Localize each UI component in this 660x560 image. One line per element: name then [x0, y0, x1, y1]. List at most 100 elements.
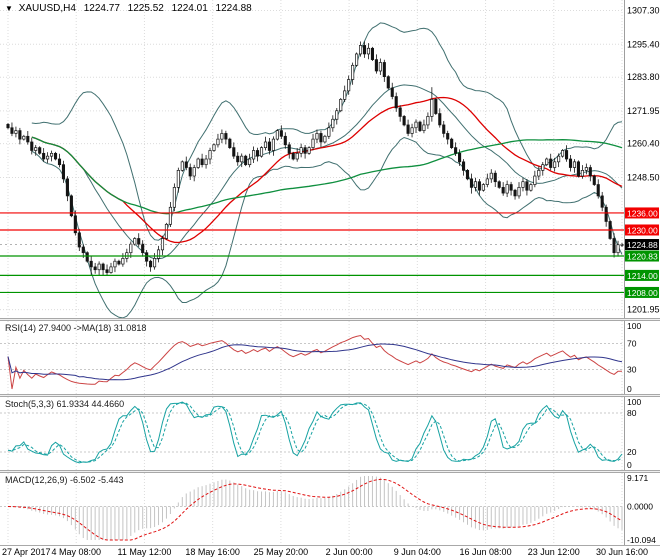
- candle: [374, 59, 378, 72]
- symbol-marker-icon[interactable]: ▼: [5, 4, 13, 13]
- macd-canvas[interactable]: 9.171 0.0000 -10.094: [0, 473, 660, 545]
- candle: [525, 181, 529, 191]
- candle: [454, 147, 458, 154]
- candle: [335, 110, 339, 120]
- candle: [113, 260, 117, 268]
- time-axis: 27 Apr 2017 4 May 08:00 11 May 12:00 18 May…: [0, 545, 660, 560]
- date-label: 9 Jun 04:00: [393, 547, 441, 557]
- candle: [366, 47, 371, 55]
- candle: [188, 167, 192, 177]
- candle: [564, 150, 569, 160]
- candle: [489, 172, 493, 180]
- macd-signal-line: [7, 478, 623, 541]
- candle: [537, 170, 541, 177]
- candle: [529, 184, 533, 191]
- candle: [73, 215, 77, 234]
- price-tick-label: 1248.50: [627, 172, 660, 182]
- rsi-tick-label: 30: [627, 365, 637, 375]
- candle: [576, 161, 580, 177]
- quote-low: 1224.01: [171, 3, 208, 14]
- candle: [53, 152, 58, 160]
- candle: [299, 147, 303, 154]
- candle: [323, 135, 327, 143]
- candle: [283, 135, 287, 146]
- date-label: 4 May 08:00: [51, 547, 101, 557]
- stoch-k-line: [7, 401, 623, 464]
- macd-panel: 9.171 0.0000 -10.094 MACD(12,26,9) -6.502 …: [0, 473, 660, 545]
- candle: [477, 181, 481, 191]
- candle: [149, 260, 153, 268]
- candle: [509, 184, 513, 191]
- candle: [224, 133, 228, 140]
- candle: [458, 152, 462, 163]
- candle: [501, 187, 505, 194]
- candle: [616, 244, 620, 254]
- price-tag: [625, 207, 659, 219]
- bollinger-lower-band: [31, 136, 623, 318]
- price-tag-label: 1208.00: [627, 288, 658, 298]
- candle: [390, 87, 394, 97]
- candle: [93, 266, 97, 271]
- candle: [271, 138, 275, 151]
- candle: [240, 155, 244, 163]
- stoch-d-line: [7, 402, 623, 463]
- candle: [275, 130, 279, 140]
- price-tick-label: 1271.95: [627, 106, 660, 116]
- price-tag-label: 1214.00: [627, 271, 658, 281]
- macd-indicator-label: MACD(12,26,9) -6.502 -5.443: [5, 475, 124, 485]
- panel-resize-divider[interactable]: [0, 470, 660, 473]
- candle: [426, 116, 430, 126]
- candle: [533, 175, 537, 185]
- candle: [418, 121, 422, 131]
- candle: [485, 178, 489, 185]
- rsi-line: [7, 334, 623, 390]
- panel-resize-divider[interactable]: [0, 394, 660, 397]
- candle: [446, 133, 450, 140]
- price-tag: [625, 224, 659, 236]
- candle: [295, 152, 299, 160]
- candle: [89, 260, 93, 268]
- candle: [101, 263, 105, 271]
- candle: [505, 184, 509, 194]
- candle: [153, 258, 157, 268]
- candle: [521, 181, 525, 188]
- candle: [61, 164, 66, 180]
- quote-close: 1224.88: [215, 3, 252, 14]
- price-chart-canvas[interactable]: 1307.30 1295.40 1283.80 1271.95 1260.40 1248.…: [0, 0, 660, 318]
- candle: [319, 133, 323, 143]
- panel-resize-divider[interactable]: [0, 318, 660, 321]
- candle: [204, 158, 208, 166]
- candle: [327, 127, 331, 137]
- bid-price-label: 1224.88: [627, 240, 658, 250]
- rsi-canvas[interactable]: 100 70 30 0: [0, 321, 660, 394]
- candle: [410, 127, 414, 134]
- bid-price-tag: [625, 239, 659, 251]
- candle: [414, 121, 418, 129]
- candle: [287, 144, 291, 154]
- candle: [378, 62, 382, 72]
- date-label: 30 Jun 16:00: [595, 547, 649, 557]
- candle: [473, 181, 477, 188]
- candle: [65, 178, 69, 197]
- date-label: 11 May 12:00: [117, 547, 172, 557]
- stoch-tick-label: 100: [627, 397, 641, 407]
- price-tick-label: 1260.40: [627, 139, 660, 149]
- price-tick-label: 1307.30: [627, 6, 660, 16]
- candle: [97, 263, 101, 271]
- candle: [382, 62, 386, 78]
- date-label: 2 Jun 00:00: [325, 547, 373, 557]
- candle: [30, 141, 34, 151]
- candle: [168, 206, 172, 225]
- rsi-tick-label: 0: [627, 384, 632, 394]
- candle: [600, 195, 604, 208]
- candle: [604, 206, 608, 222]
- candle: [430, 99, 434, 117]
- rsi-panel: 100 70 30 0 RSI(14) 27.9400 ->MA(18) 31.081…: [0, 321, 660, 394]
- candle: [46, 155, 50, 160]
- candle: [553, 161, 557, 168]
- bollinger-upper-band: [31, 22, 623, 241]
- price-tag: [625, 286, 659, 298]
- candle: [331, 118, 335, 129]
- candle: [469, 178, 474, 188]
